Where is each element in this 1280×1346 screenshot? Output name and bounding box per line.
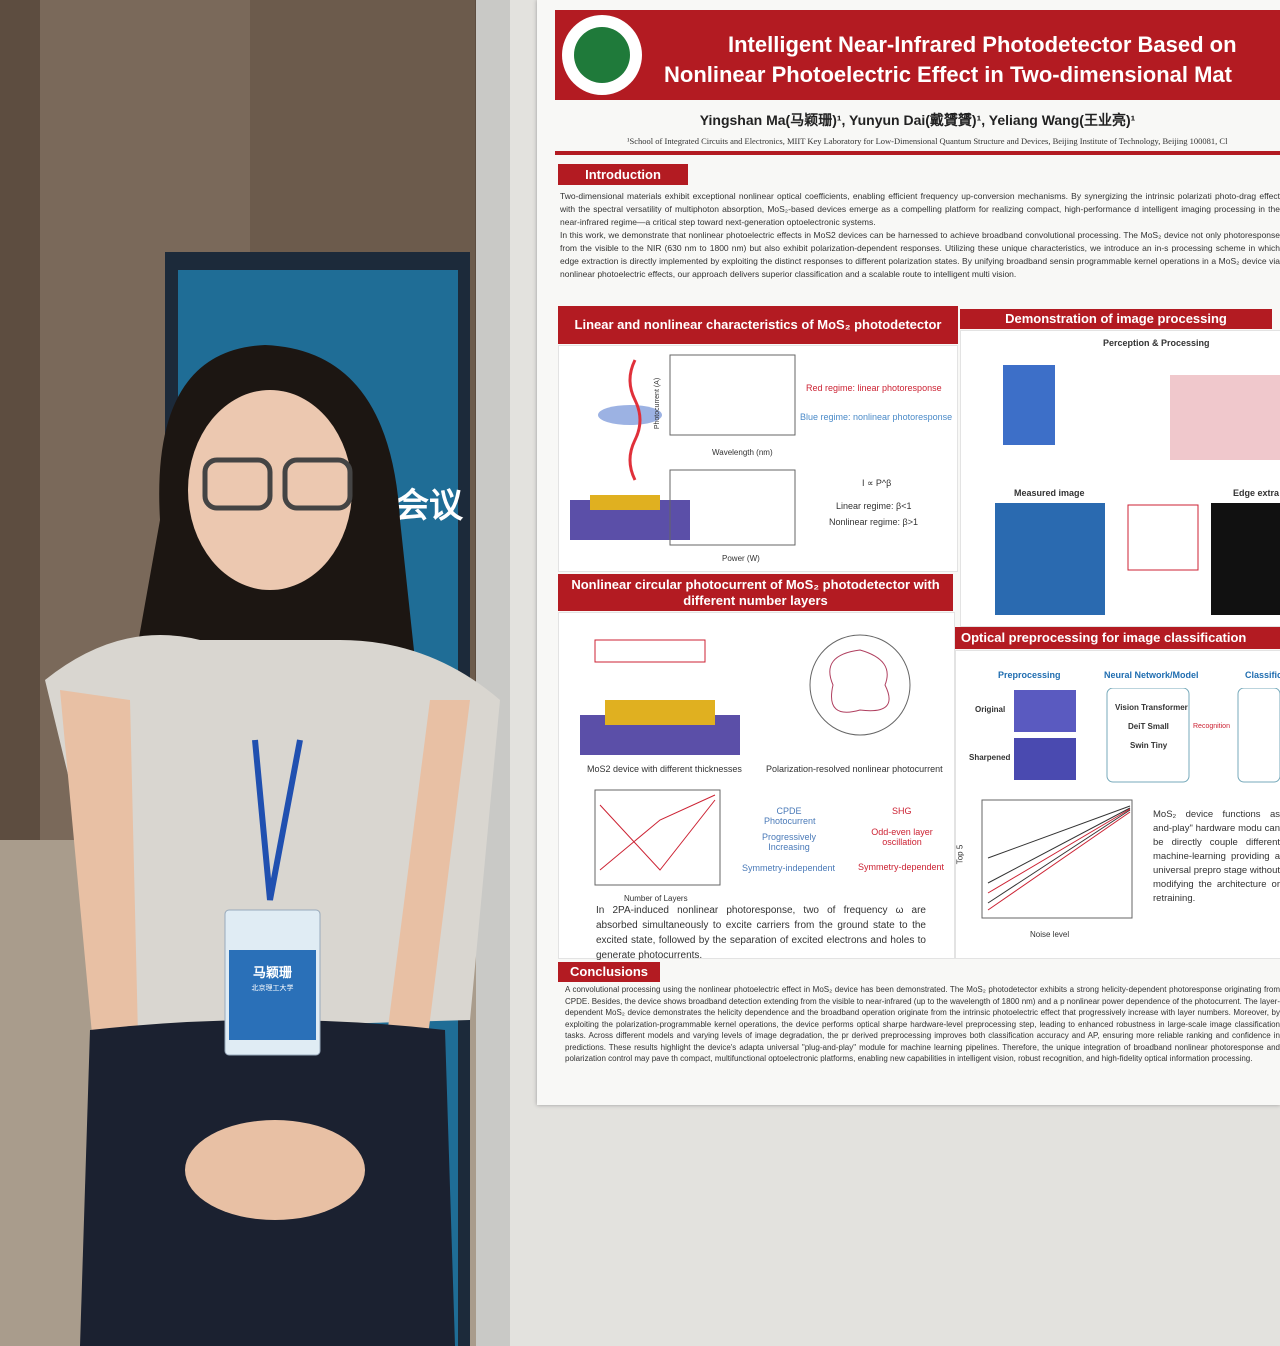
annotation: SHG	[892, 806, 912, 816]
figure-label: Perception & Processing	[1103, 338, 1210, 348]
plot-frame	[669, 469, 796, 546]
stage-label: Classific	[1245, 670, 1280, 680]
flower-image	[1014, 690, 1076, 732]
flower-image	[1014, 738, 1076, 780]
annotation: CPDE Photocurrent	[764, 806, 816, 826]
stage-label: Neural Network/Model	[1104, 670, 1199, 680]
annotation: Linear regime: β<1	[836, 501, 912, 511]
axis-label: Photocurrent (A)	[654, 377, 662, 430]
edge-image	[1211, 503, 1280, 615]
figure-label: Measured image	[1014, 488, 1085, 498]
lanyard	[252, 739, 303, 901]
authors: Yingshan Ma(马颖珊)¹, Yunyun Dai(戴贇贇)¹, Yel…	[699, 112, 1136, 128]
logo-center	[574, 27, 630, 83]
annotation: Symmetry-dependent	[858, 862, 945, 872]
section-heading: Introduction	[558, 164, 688, 185]
plot-frame	[981, 799, 1133, 919]
image-label: Original	[975, 705, 1006, 714]
standee-text: 会议	[395, 487, 463, 525]
poster-header	[555, 10, 1280, 100]
model-box	[1106, 688, 1190, 783]
axis-label: Number of Layers	[624, 894, 688, 903]
electrodes	[605, 700, 715, 725]
annotation: Nonlinear regime: β>1	[829, 517, 918, 527]
annotation: Symmetry-independent	[742, 863, 836, 873]
target-image	[1003, 365, 1055, 445]
hands	[185, 1120, 365, 1220]
conclusions-text: A convolutional processing using the non…	[565, 985, 1280, 1063]
layer-plot	[594, 789, 721, 886]
title-line: Intelligent Near-Infrared Photodetector …	[728, 32, 1237, 57]
section-heading: Optical preprocessing for image classifi…	[955, 627, 1280, 649]
figure-panel	[558, 612, 955, 959]
classification-figure	[1014, 688, 1280, 783]
caption: MoS2 device with different thicknesses	[587, 764, 742, 774]
axis-label: Top 5	[955, 844, 965, 865]
polar-plot	[809, 634, 911, 736]
stage-label: Preprocessing	[998, 670, 1061, 680]
section-heading: Conclusions	[558, 962, 660, 982]
electrodes	[590, 495, 660, 510]
arrow-label: Recognition	[1193, 723, 1230, 730]
image-label: Sharpened	[969, 753, 1011, 762]
plot-frame	[669, 354, 796, 436]
figure-panel	[955, 650, 1280, 959]
paragraph: MoS₂ device functions as and-play" hardw…	[1153, 809, 1280, 904]
annotation: Odd-even layer oscillation	[871, 827, 933, 847]
badge-name: 马颖珊	[252, 965, 292, 980]
noise-plot	[981, 799, 1133, 919]
glasses	[282, 457, 353, 511]
arm	[380, 700, 470, 1100]
figure-sketch	[570, 354, 796, 546]
model-label: Swin Tiny	[1130, 741, 1168, 750]
paragraph: Two-dimensional materials exhibit except…	[560, 191, 1280, 227]
introduction-text: Two-dimensional materials exhibit except…	[560, 190, 1280, 300]
person	[45, 345, 500, 1346]
annotation: I ∝ P^β	[862, 478, 892, 488]
annotation: Red regime: linear photoresponse	[806, 383, 942, 393]
paragraph: In 2PA-induced nonlinear photoresponse, …	[596, 905, 926, 961]
waveplate	[598, 405, 662, 425]
axis-label: Wavelength (nm)	[712, 448, 773, 457]
poster-stand-pole	[476, 0, 510, 1346]
polarized-light	[594, 639, 706, 663]
noise-curves	[987, 808, 1131, 911]
beam	[628, 359, 642, 481]
layer-curves	[599, 794, 716, 871]
model-label: Vision Transformer	[1115, 703, 1188, 712]
section-heading: Linear and nonlinear characteristics of …	[558, 306, 958, 344]
section-heading: Nonlinear circular photocurrent of MoS₂ …	[558, 574, 953, 611]
paragraph: In this work, we demonstrate that nonlin…	[560, 230, 1280, 279]
class-box	[1237, 688, 1280, 783]
circular-figure	[580, 634, 911, 886]
kernel-grid	[1127, 504, 1199, 571]
polar-curve	[829, 649, 890, 713]
caption: Polarization-resolved nonlinear photocur…	[766, 764, 943, 774]
measured-image	[995, 503, 1105, 615]
badge-panel	[229, 950, 316, 1040]
section-heading: Demonstration of image processing	[960, 309, 1272, 329]
divider	[555, 151, 1280, 155]
noise-curves	[987, 805, 1131, 904]
badge-affiliation: 北京理工大学	[251, 985, 294, 992]
university-logo	[562, 15, 642, 95]
model-label: DeiT Small	[1128, 722, 1169, 731]
demo-figure	[995, 365, 1280, 615]
poster-title: Intelligent Near-Infrared Photodetector …	[650, 30, 1280, 90]
annotation: Blue regime: nonlinear photoresponse	[800, 412, 953, 422]
affiliation: ¹School of Integrated Circuits and Elect…	[627, 136, 1228, 146]
glasses	[202, 457, 273, 511]
figure-label: Edge extra	[1233, 488, 1280, 498]
arm	[60, 690, 140, 1120]
kernel-matrix	[1170, 375, 1280, 460]
annotation: Progressively Increasing	[761, 832, 817, 852]
axis-label: Noise level	[1030, 930, 1070, 939]
title-line: Nonlinear Photoelectric Effect in Two-di…	[664, 62, 1232, 87]
shirt	[45, 635, 500, 1030]
axis-label: Power (W)	[722, 554, 760, 563]
